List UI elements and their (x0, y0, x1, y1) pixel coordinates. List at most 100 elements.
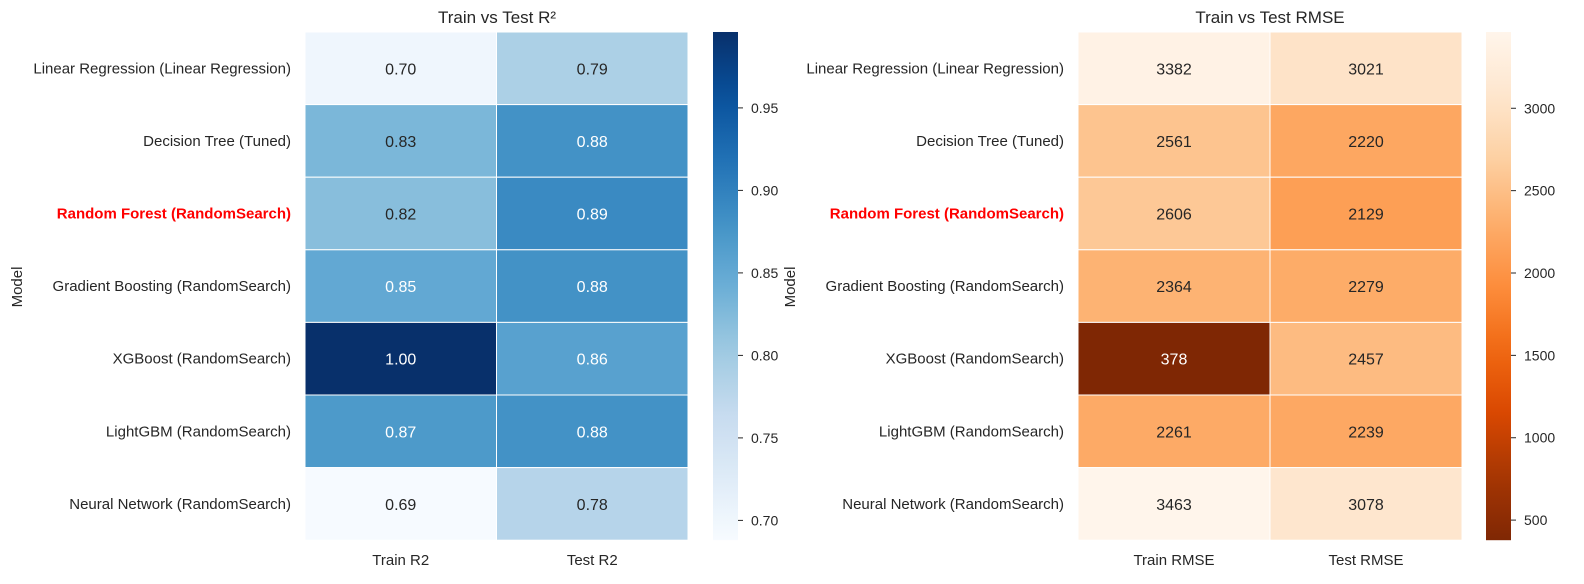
cell-value-label: 378 (1161, 352, 1188, 369)
colorbar-tick-label: 0.75 (751, 430, 778, 446)
column-label: Test R2 (567, 552, 618, 569)
heatmap-cell (304, 249, 497, 323)
heatmap-cell (496, 467, 689, 541)
cell-value-label: 0.83 (385, 134, 416, 151)
rmse-chart-title: Train vs Test RMSE (1195, 8, 1344, 27)
cell-value-label: 2606 (1156, 207, 1192, 224)
heatmap-cell (496, 31, 689, 106)
cell-value-label: 2561 (1156, 134, 1192, 151)
rmse-colorbar: 500 1000 1500 2000 2500 3000 (1486, 32, 1555, 541)
row-label: Gradient Boosting (RandomSearch) (53, 278, 291, 295)
colorbar-tick-label: 0.95 (751, 100, 778, 116)
row-label: XGBoost (RandomSearch) (886, 351, 1064, 368)
colorbar-tick-label: 1000 (1524, 430, 1555, 446)
heatmap-cell (496, 394, 689, 469)
cell-value-label: 0.85 (385, 279, 416, 296)
row-label: Neural Network (RandomSearch) (842, 496, 1064, 513)
cell-value-label: 0.79 (577, 61, 608, 78)
colorbar-tick-label: 0.85 (751, 265, 778, 281)
colorbar-tick-label: 500 (1524, 512, 1548, 528)
cell-value-label: 2279 (1348, 279, 1384, 296)
rmse-heatmap-cells: 3382 3021 2561 2220 2606 2129 2364 2279 378 2457 2… (1077, 31, 1463, 541)
cell-value-label: 2364 (1156, 279, 1192, 296)
row-label: Random Forest (RandomSearch) (830, 206, 1064, 223)
colorbar-tick-label: 2000 (1524, 265, 1555, 281)
r2-heatmap-cells: 0.70 0.79 0.83 0.88 0.82 0.89 0.85 0.88 1.00 0.86… (304, 31, 689, 541)
colorbar-tick-label: 2500 (1524, 183, 1555, 199)
column-label: Train RMSE (1133, 552, 1214, 569)
colorbar-gradient (1486, 32, 1511, 541)
column-label: Test RMSE (1328, 552, 1403, 569)
heatmap-cell (304, 394, 497, 469)
row-label: Linear Regression (Linear Regression) (806, 60, 1064, 77)
heatmap-cell (1269, 176, 1463, 251)
cell-value-label: 0.88 (577, 279, 608, 296)
row-label: LightGBM (RandomSearch) (106, 423, 291, 440)
cell-value-label: 3382 (1156, 61, 1192, 78)
row-label: XGBoost (RandomSearch) (113, 351, 291, 368)
cell-value-label: 0.87 (385, 424, 416, 441)
row-label: Random Forest (RandomSearch) (57, 206, 291, 223)
heatmap-cell (304, 321, 497, 396)
cell-value-label: 3021 (1348, 61, 1384, 78)
cell-value-label: 0.70 (385, 61, 416, 78)
row-label: Decision Tree (Tuned) (143, 133, 291, 150)
cell-value-label: 0.86 (577, 352, 608, 369)
heatmap-cell (1077, 321, 1271, 396)
cell-value-label: 1.00 (385, 352, 416, 369)
colorbar-gradient (713, 32, 738, 541)
rmse-column-labels: Train RMSE Test RMSE (1133, 552, 1403, 569)
colorbar-tick-label: 1500 (1524, 347, 1555, 363)
heatmap-cell (496, 104, 689, 178)
cell-value-label: 3078 (1348, 497, 1384, 514)
r2-column-labels: Train R2 Test R2 (372, 552, 617, 569)
colorbar-tick-label: 0.90 (751, 182, 778, 198)
cell-value-label: 0.78 (577, 497, 608, 514)
heatmap-cell (1077, 467, 1271, 541)
cell-value-label: 0.69 (385, 497, 416, 514)
rmse-y-axis-label: Model (782, 267, 799, 308)
heatmap-cell (304, 31, 497, 106)
row-label: Linear Regression (Linear Regression) (33, 60, 291, 77)
heatmap-cell (1269, 467, 1463, 541)
cell-value-label: 0.88 (577, 134, 608, 151)
heatmap-cell (304, 176, 497, 251)
cell-value-label: 0.88 (577, 424, 608, 441)
rmse-heatmap-panel: Train vs Test RMSE Model 3382 3021 2561 222… (782, 8, 1555, 569)
heatmap-cell (496, 321, 689, 396)
row-label: Gradient Boosting (RandomSearch) (826, 278, 1064, 295)
cell-value-label: 2457 (1348, 352, 1384, 369)
cell-value-label: 2220 (1348, 134, 1384, 151)
heatmap-cell (1077, 249, 1271, 323)
heatmap-cell (1077, 394, 1271, 469)
heatmap-cell (1269, 104, 1463, 178)
rmse-row-labels: Linear Regression (Linear Regression) Dec… (806, 60, 1064, 513)
cell-value-label: 2239 (1348, 424, 1384, 441)
r2-chart-title: Train vs Test R² (438, 8, 556, 27)
r2-y-axis-label: Model (9, 267, 26, 308)
cell-value-label: 2261 (1156, 424, 1192, 441)
heatmap-cell (1269, 394, 1463, 469)
heatmap-cell (496, 176, 689, 251)
r2-colorbar: 0.70 0.75 0.80 0.85 0.90 0.95 (713, 32, 778, 541)
heatmap-cell (1269, 249, 1463, 323)
heatmap-cell (304, 467, 497, 541)
heatmap-cell (1077, 176, 1271, 251)
cell-value-label: 0.82 (385, 207, 416, 224)
colorbar-tick-label: 3000 (1524, 100, 1555, 116)
cell-value-label: 0.89 (577, 207, 608, 224)
row-label: Neural Network (RandomSearch) (69, 496, 291, 513)
colorbar-tick-label: 0.80 (751, 347, 778, 363)
row-label: LightGBM (RandomSearch) (879, 423, 1064, 440)
column-label: Train R2 (372, 552, 429, 569)
colorbar-tick-label: 0.70 (751, 512, 778, 528)
cell-value-label: 3463 (1156, 497, 1192, 514)
heatmap-cell (496, 249, 689, 323)
heatmap-cell (1077, 104, 1271, 178)
row-label: Decision Tree (Tuned) (916, 133, 1064, 150)
r2-heatmap-panel: Train vs Test R² Model 0.70 0.790.83 0.880… (9, 8, 778, 569)
heatmap-cell (1077, 31, 1271, 106)
cell-value-label: 2129 (1348, 207, 1384, 224)
r2-row-labels: Linear Regression (Linear Regression) Dec… (33, 60, 291, 513)
